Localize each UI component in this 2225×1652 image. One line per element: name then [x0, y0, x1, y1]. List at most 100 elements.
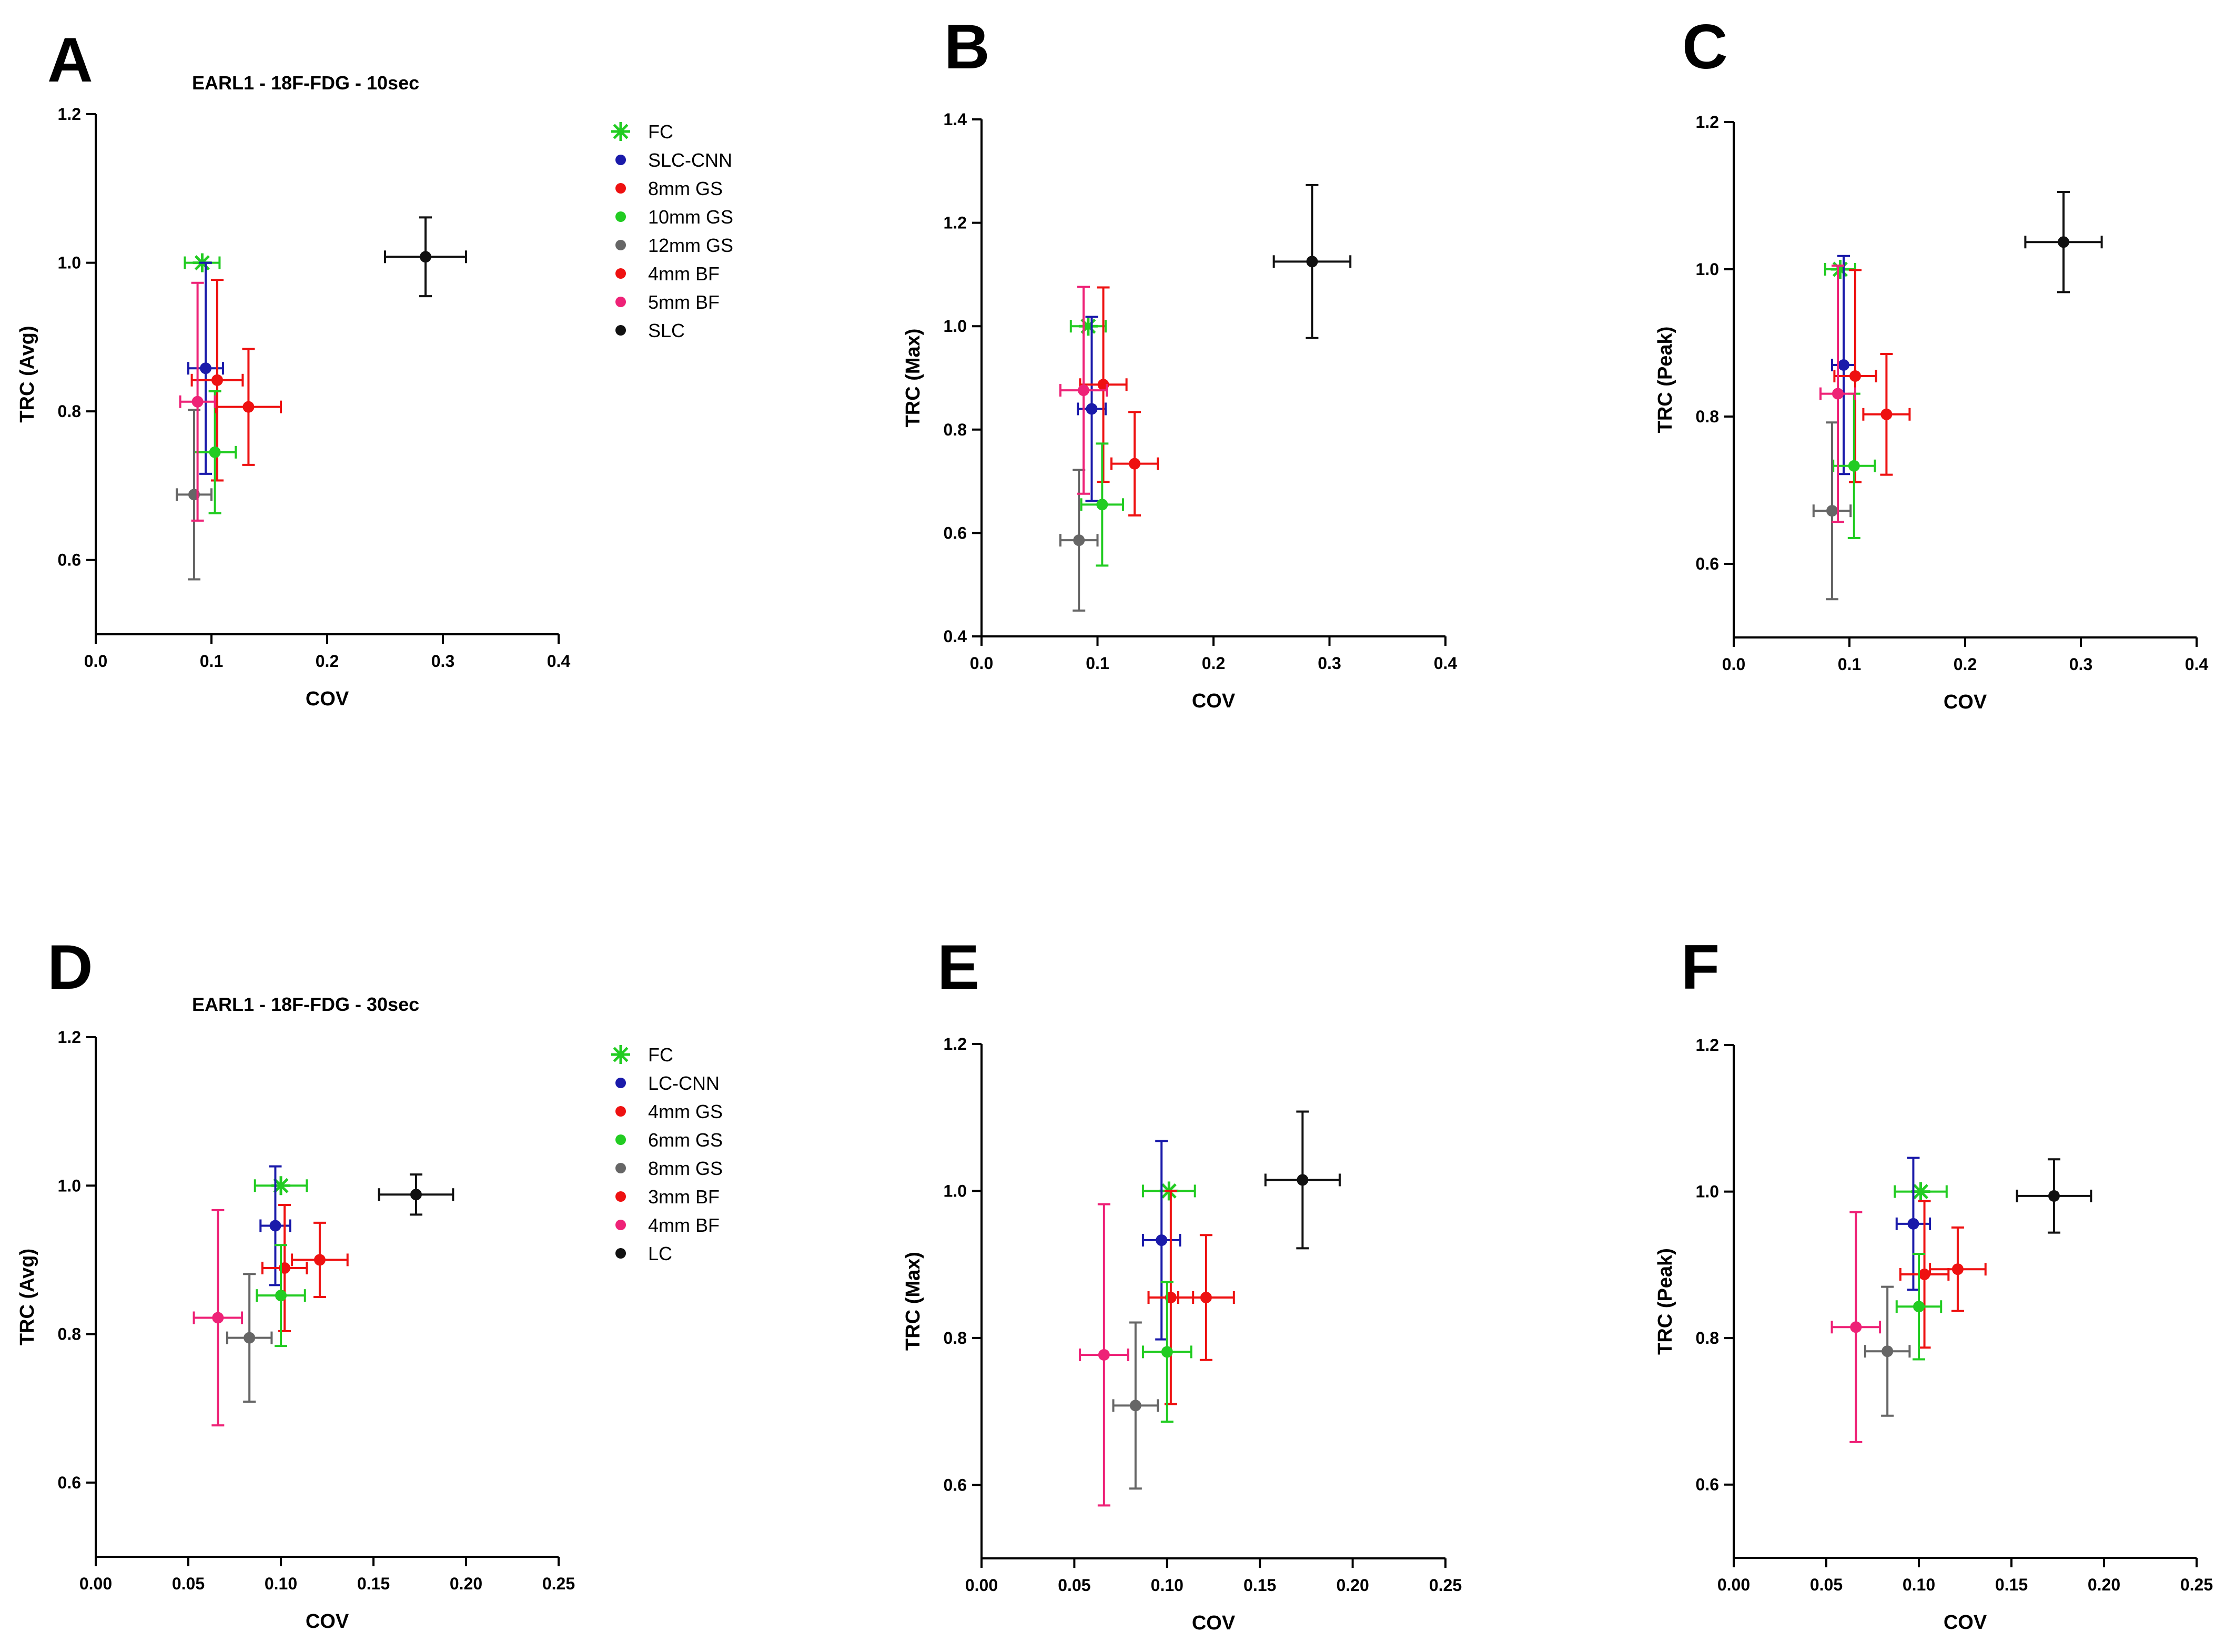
y-tick-label: 0.6 — [1696, 554, 1719, 573]
panel-letter: F — [1681, 932, 1720, 1002]
x-tick-label: 0.4 — [2185, 655, 2209, 674]
dot-marker — [1129, 458, 1141, 470]
y-tick-label: 1.0 — [58, 254, 81, 272]
data-point-8mm-gs — [1833, 269, 1877, 483]
x-tick-label: 0.05 — [172, 1574, 205, 1593]
x-tick-label: 0.3 — [1318, 654, 1341, 673]
legend-dot-marker — [615, 1134, 626, 1145]
legend-label: LC-CNN — [648, 1072, 720, 1094]
legend-label: 12mm GS — [648, 235, 733, 256]
panel-title: EARL1 - 18F-FDG - 30sec — [192, 994, 419, 1015]
dot-marker — [1918, 1268, 1930, 1280]
dot-marker — [1086, 403, 1098, 415]
legend-star-marker — [611, 122, 630, 141]
dot-marker — [1848, 460, 1860, 472]
panel-letter: E — [937, 932, 979, 1002]
y-tick-label: 0.6 — [944, 523, 967, 542]
legend-item: 5mm BF — [615, 291, 720, 313]
panel-title: EARL1 - 18F-FDG - 10sec — [192, 72, 419, 94]
data-point-8mm-gs — [1079, 286, 1128, 483]
data-point-4mm-gs — [1899, 1200, 1950, 1349]
x-tick-label: 0.15 — [1243, 1576, 1276, 1595]
y-tick-label: 0.8 — [944, 420, 967, 439]
x-tick-label: 0.1 — [1838, 655, 1861, 674]
dot-marker — [1838, 359, 1849, 371]
star-marker — [1911, 1182, 1930, 1201]
y-tick-label: 1.0 — [1696, 1182, 1719, 1201]
panel-f: F 0.00 0.05 0.10 0.15 0.20 0.25 0.6 0.8 1.0 1.2 COV… — [1654, 932, 2213, 1634]
legend-item: 8mm GS — [615, 1158, 723, 1179]
y-tick-label: 1.0 — [1696, 260, 1719, 279]
data-point-4mm-bf — [1830, 1211, 1882, 1443]
y-axis-title: TRC (Avg) — [16, 326, 38, 422]
x-tick-label: 0.1 — [200, 652, 223, 671]
x-tick-label: 0.25 — [2180, 1575, 2213, 1594]
legend-item: 4mm BF — [615, 263, 720, 285]
x-tick-label: 0.3 — [431, 652, 454, 671]
legend-dot-marker — [615, 1191, 626, 1202]
y-tick-label: 1.0 — [944, 1181, 967, 1200]
legend-item: FC — [611, 121, 673, 143]
legend-item: 12mm GS — [615, 235, 733, 256]
x-tick-label: 0.15 — [1995, 1575, 2028, 1594]
y-tick-label: 0.6 — [58, 1473, 81, 1492]
y-axis-title: TRC (Max) — [902, 329, 924, 428]
dot-marker — [1306, 256, 1318, 268]
legend-item: SLC-CNN — [615, 149, 732, 171]
dot-marker — [1161, 1346, 1173, 1358]
y-tick-label: 0.8 — [1696, 407, 1719, 426]
data-point-slc-cnn — [187, 261, 224, 475]
star-marker — [1078, 317, 1098, 336]
y-tick-label: 1.2 — [58, 1028, 81, 1047]
y-axis-title: TRC (Avg) — [16, 1249, 38, 1345]
x-tick-label: 0.00 — [79, 1574, 112, 1593]
y-tick-label: 0.8 — [58, 402, 81, 421]
x-tick-label: 0.20 — [2088, 1575, 2120, 1594]
y-tick-label: 0.8 — [944, 1329, 967, 1347]
x-tick-label: 0.05 — [1058, 1576, 1090, 1595]
dot-marker — [1849, 370, 1861, 382]
data-point-4mm-bf — [1078, 1203, 1129, 1507]
panel-d: D EARL1 - 18F-FDG - 30sec 0.00 0.05 0.10 0.15… — [16, 932, 723, 1633]
legend-item: 3mm BF — [615, 1186, 720, 1208]
data-point-10mm-gs — [1832, 392, 1876, 539]
dot-marker — [420, 251, 431, 263]
legend-label: 8mm GS — [648, 178, 723, 199]
y-tick-label: 1.2 — [1696, 113, 1719, 131]
dot-marker — [1096, 499, 1108, 511]
panel-c: C 0.0 0.1 0.2 0.3 0.4 0.6 0.8 1.0 1.2 COV TRC (Peak… — [1654, 12, 2208, 713]
y-tick-label: 1.2 — [1696, 1036, 1719, 1055]
legend-dot-marker — [615, 1078, 626, 1088]
x-axis-title: COV — [306, 688, 349, 710]
data-point-4mm-bf — [1110, 411, 1159, 516]
data-point-6mm-gs — [1141, 1281, 1192, 1423]
legend-dot-marker — [615, 297, 626, 307]
y-tick-label: 0.6 — [1696, 1475, 1719, 1494]
y-tick-label: 1.0 — [58, 1176, 81, 1195]
y-tick-label: 0.8 — [1696, 1329, 1719, 1347]
y-tick-label: 1.2 — [944, 214, 967, 232]
x-tick-label: 0.10 — [265, 1574, 297, 1593]
data-point-lc — [2016, 1158, 2092, 1234]
data-point-8mm-gs — [1112, 1321, 1159, 1490]
legend: FC LC-CNN 4mm GS 6mm GS 8mm GS 3mm BF 4mm BF LC — [611, 1044, 723, 1264]
dot-marker — [212, 1312, 224, 1324]
legend-label: FC — [648, 121, 673, 143]
legend: FC SLC-CNN 8mm GS 10mm GS 12mm GS 4mm BF 5mm B… — [611, 121, 733, 341]
data-point-3mm-bf — [1929, 1226, 1987, 1312]
x-tick-label: 0.2 — [1954, 655, 1977, 674]
dot-marker — [275, 1290, 287, 1302]
x-tick-label: 0.00 — [965, 1576, 998, 1595]
legend-item: FC — [611, 1044, 673, 1066]
x-tick-label: 0.3 — [2069, 655, 2092, 674]
data-point-10mm-gs — [1080, 442, 1125, 567]
legend-label: FC — [648, 1044, 673, 1066]
x-tick-label: 0.4 — [547, 652, 571, 671]
data-point-lc-cnn — [1895, 1157, 1931, 1291]
dot-marker — [1200, 1292, 1212, 1304]
dot-marker — [1882, 1345, 1894, 1357]
x-tick-label: 0.10 — [1903, 1575, 1935, 1594]
legend-label: SLC — [648, 320, 685, 341]
data-point-slc — [384, 216, 467, 298]
dot-marker — [1078, 384, 1090, 397]
